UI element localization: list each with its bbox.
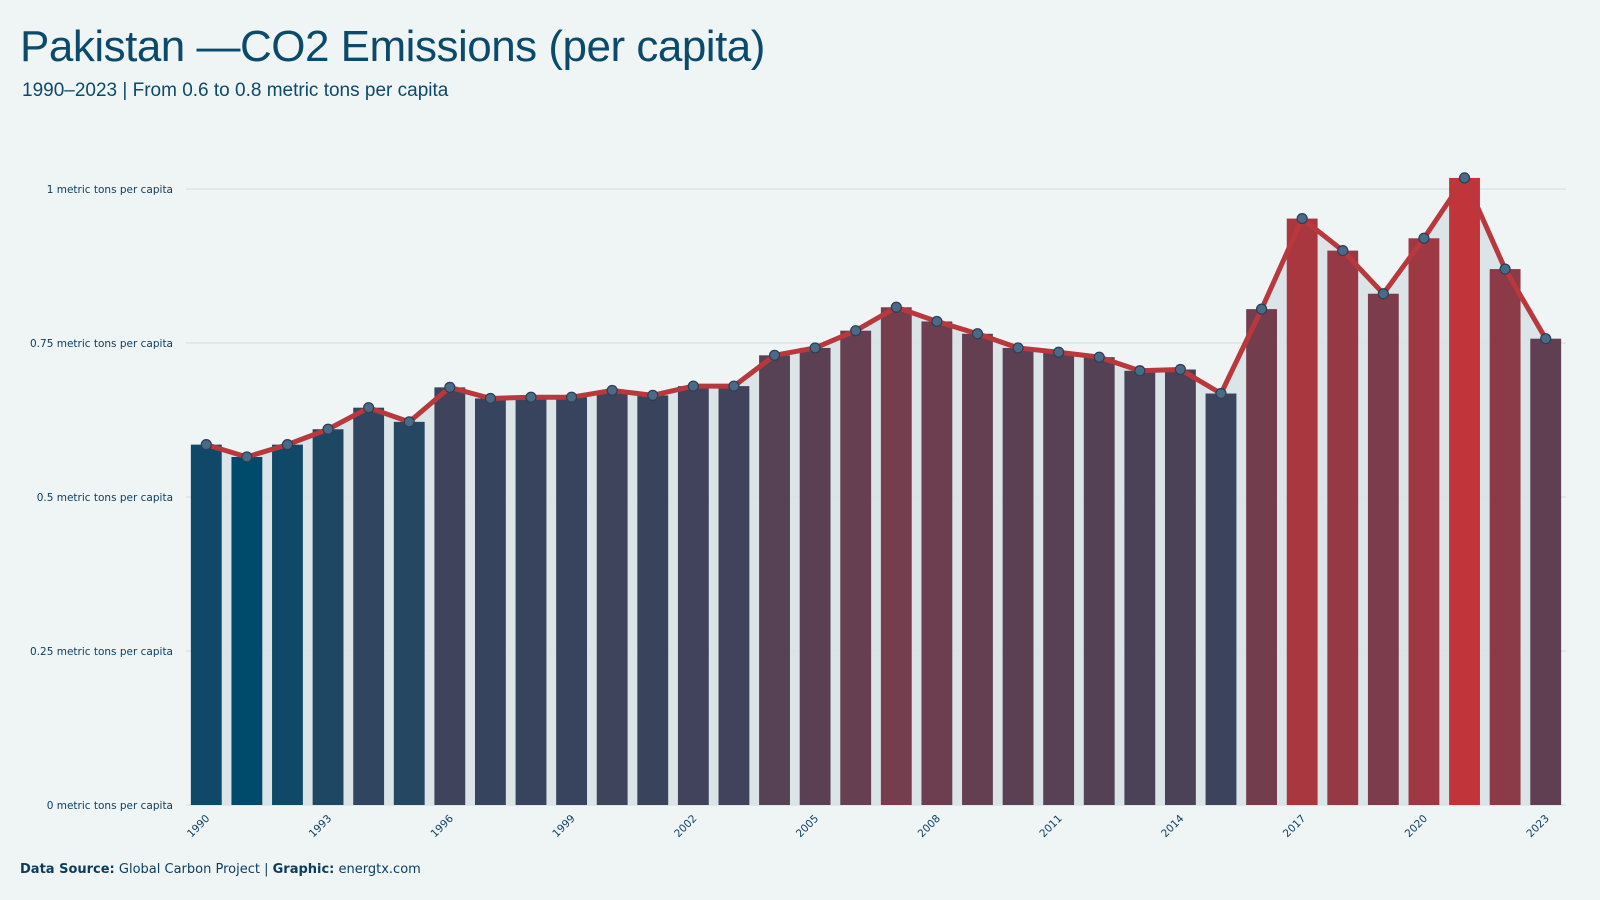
chart-subtitle: 1990–2023 | From 0.6 to 0.8 metric tons … (22, 80, 449, 101)
bar-2000 (596, 390, 628, 805)
bar-2012 (1083, 357, 1115, 805)
bar-layer (190, 177, 1562, 806)
y-tick-label: 0 metric tons per capita (47, 800, 173, 812)
bar-1993 (312, 429, 344, 805)
line-layer (203, 175, 1549, 460)
x-tick-layer: 1990 1993 1996 1999 2002 2005 2008 2011 2014 2017… (185, 812, 1552, 840)
point-1992 (281, 439, 294, 451)
x-tick-label: 1999 (550, 813, 577, 840)
point-2022 (1499, 263, 1511, 275)
x-tick-label: 1996 (429, 812, 457, 840)
point-1991 (241, 451, 253, 463)
bar-2023 (1530, 338, 1562, 805)
bar-2014 (1164, 369, 1196, 805)
bar-1996 (434, 387, 466, 805)
bar-1990 (190, 444, 222, 805)
bar-2017 (1286, 218, 1318, 805)
point-2020 (1418, 232, 1430, 244)
bar-2004 (759, 355, 790, 805)
point-2004 (768, 349, 781, 361)
point-2002 (687, 380, 699, 392)
bar-2019 (1367, 293, 1399, 805)
series-line (203, 175, 1549, 460)
x-tick-label: 2017 (1281, 813, 1308, 840)
bar-2021 (1449, 177, 1480, 806)
bar-2009 (962, 333, 993, 805)
bar-2010 (1002, 347, 1034, 805)
bar-1995 (393, 421, 425, 805)
y-tick-label: 0.5 metric tons per capita (37, 492, 173, 504)
point-2015 (1215, 387, 1227, 400)
point-2016 (1255, 303, 1268, 315)
point-2021 (1458, 172, 1471, 184)
bar-2020 (1408, 238, 1440, 805)
x-tick-label: 2014 (1159, 812, 1187, 840)
graphic-value: energtx.com (338, 862, 421, 877)
point-1995 (403, 416, 415, 428)
point-2006 (850, 325, 862, 337)
source-value: Global Carbon Project | (118, 862, 269, 877)
point-2008 (931, 315, 943, 328)
point-layer (200, 172, 1552, 463)
source-label: Data Source: (20, 862, 115, 877)
bar-2013 (1124, 370, 1156, 805)
point-2014 (1174, 363, 1187, 376)
point-2018 (1337, 245, 1349, 257)
bar-1997 (474, 398, 506, 805)
point-1998 (525, 391, 537, 403)
point-1996 (444, 381, 456, 393)
y-tick-label: 0.75 metric tons per capita (30, 338, 173, 350)
bar-2015 (1205, 393, 1237, 805)
bar-2003 (718, 386, 750, 805)
bar-2002 (677, 386, 709, 805)
y-tick-label: 1 metric tons per capita (47, 184, 173, 196)
point-2019 (1377, 288, 1389, 300)
chart-title: Pakistan —CO2 Emissions (per capita) (20, 22, 765, 71)
point-1990 (200, 439, 212, 451)
point-2010 (1012, 342, 1024, 354)
point-2012 (1093, 351, 1105, 363)
point-1997 (484, 392, 497, 405)
bar-2005 (799, 347, 831, 805)
point-2005 (809, 342, 821, 354)
x-tick-label: 2011 (1037, 813, 1064, 840)
point-2023 (1540, 333, 1552, 345)
bar-2011 (1043, 352, 1075, 805)
bar-1998 (515, 397, 547, 805)
graphic-label: Graphic: (272, 862, 335, 877)
bar-1999 (556, 397, 588, 805)
x-tick-label: 1990 (185, 813, 212, 840)
x-tick-label: 1993 (307, 813, 334, 840)
point-2013 (1134, 365, 1146, 377)
point-2009 (971, 328, 984, 340)
point-2011 (1053, 346, 1065, 358)
bar-1991 (231, 456, 263, 805)
bar-2018 (1327, 250, 1359, 806)
y-tick-label: 0.25 metric tons per capita (30, 646, 173, 658)
point-2000 (606, 384, 618, 397)
bar-2022 (1489, 269, 1521, 806)
x-tick-label: 2005 (794, 813, 821, 840)
point-1993 (322, 423, 334, 435)
point-1994 (363, 402, 375, 414)
bar-1992 (272, 444, 303, 805)
bar-2016 (1246, 309, 1278, 805)
point-1999 (565, 391, 578, 403)
bar-2001 (637, 395, 669, 805)
point-2001 (647, 389, 659, 401)
x-tick-label: 2008 (916, 813, 943, 840)
point-2003 (728, 380, 740, 392)
y-tick-layer: 0 metric tons per capita 0.25 metric tons… (30, 184, 173, 812)
bar-2007 (880, 307, 912, 805)
x-tick-label: 2002 (672, 813, 699, 840)
bar-2006 (840, 330, 872, 805)
point-2007 (890, 301, 902, 313)
point-2017 (1296, 212, 1308, 225)
chart-footer: Data Source: Global Carbon Project | Gra… (20, 862, 421, 877)
x-tick-label: 2023 (1524, 813, 1551, 840)
x-tick-label: 2020 (1403, 813, 1430, 840)
bar-1994 (353, 407, 385, 805)
bar-2008 (921, 321, 953, 805)
